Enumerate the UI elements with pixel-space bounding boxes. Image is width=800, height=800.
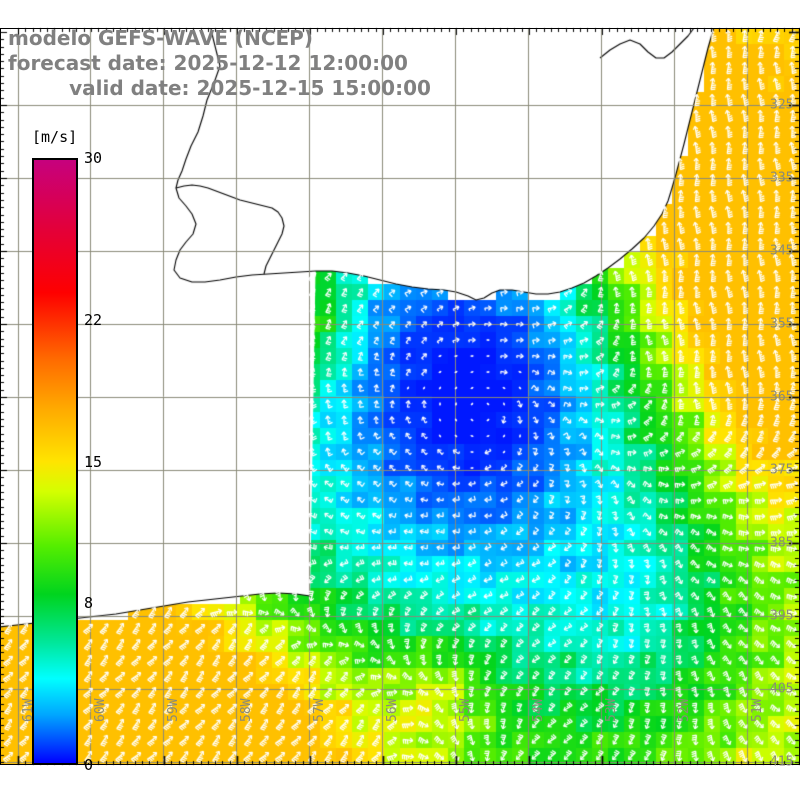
colorbar-tick-15: 15 [84,452,103,471]
colorbar-gradient [32,158,78,765]
colorbar-tick-0: 0 [84,756,94,774]
y-tick-label-355: 355 [770,316,794,332]
colorbar-tick-22: 22 [84,310,103,329]
x-tick-label-52W: 52W [677,698,692,722]
x-tick-label-60W: 60W [93,698,108,722]
colorbar-legend: [m/s] 30 22 15 8 0 [32,128,152,778]
colorbar-tick-8: 8 [84,594,94,613]
y-tick-label-345: 345 [770,243,794,259]
x-tick-label-57W: 57W [312,698,327,722]
x-tick-label-58W: 58W [239,698,254,722]
x-tick-label-59W: 59W [166,698,181,722]
x-tick-label-51W: 51W [750,698,765,722]
x-tick-label-61W: 61W [21,698,36,722]
x-tick-label-55W: 55W [458,698,473,722]
y-tick-label-365: 365 [770,389,794,405]
y-tick-label-385: 385 [770,535,794,551]
y-tick-label-335: 335 [770,170,794,186]
y-tick-label-375: 375 [770,462,794,478]
colorbar-unit-label: [m/s] [32,128,78,146]
y-tick-label-405: 405 [770,681,794,697]
x-tick-label-53W: 53W [604,698,619,722]
y-tick-label-395: 395 [770,608,794,624]
x-tick-label-56W: 56W [385,698,400,722]
y-tick-label-325: 325 [770,97,794,113]
y-tick-label-415: 415 [770,754,794,770]
colorbar-tick-30: 30 [84,149,103,167]
x-tick-label-54W: 54W [531,698,546,722]
